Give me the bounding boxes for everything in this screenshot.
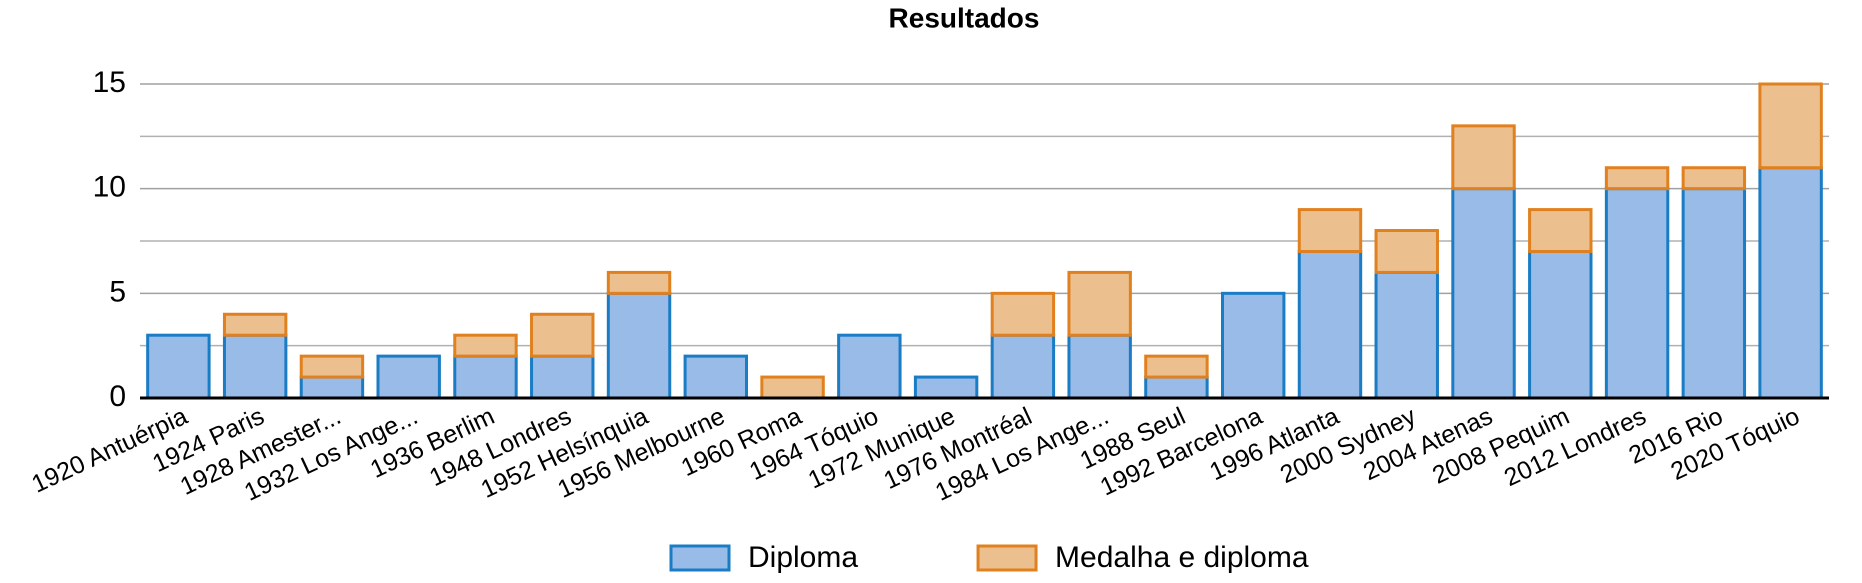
bar-segment <box>1528 208 1593 253</box>
bar-segment <box>1451 187 1516 400</box>
bar-segment <box>990 291 1056 337</box>
legend-label: Diploma <box>748 541 858 574</box>
bar-segment <box>1451 124 1516 191</box>
legend-swatch <box>669 544 731 572</box>
bar-segment <box>1758 166 1823 400</box>
y-tick-label: 0 <box>109 380 126 413</box>
bar-segment <box>1297 249 1363 400</box>
bar-segment <box>1604 166 1670 191</box>
bar-segment <box>913 375 979 400</box>
bar-segment <box>222 333 288 400</box>
y-tick-label: 5 <box>109 275 126 308</box>
bar-segment <box>1374 270 1439 400</box>
bar-segment <box>530 312 595 358</box>
bar-segment <box>146 333 211 400</box>
bar-segment <box>453 333 518 358</box>
bar-segment <box>1067 333 1132 400</box>
bar-segment <box>606 291 672 400</box>
legend-label: Medalha e diploma <box>1055 541 1309 574</box>
bar-segment <box>760 375 825 400</box>
bar-segment <box>990 333 1056 400</box>
bar-segment <box>1144 354 1209 379</box>
bar-segment <box>1220 291 1286 400</box>
bar-segment <box>1297 208 1363 253</box>
bar-segment <box>837 333 902 400</box>
bar-segment <box>530 354 595 400</box>
bar-segment <box>1374 229 1439 274</box>
legend-swatch <box>976 544 1038 572</box>
y-tick-label: 15 <box>93 66 126 99</box>
y-tick-label: 10 <box>93 171 126 204</box>
bar-segment <box>1758 82 1823 170</box>
bar-segment <box>1604 187 1670 400</box>
bar-segment <box>1681 187 1747 400</box>
chart-title: Resultados <box>889 2 1040 33</box>
bar-segment <box>299 375 365 400</box>
bar-segment <box>1528 249 1593 400</box>
bar-segment <box>299 354 365 379</box>
bar-segment <box>376 354 441 400</box>
bar-segment <box>1144 375 1209 400</box>
bar-segment <box>453 354 518 400</box>
bar-segment <box>222 312 288 337</box>
bar-segment <box>1067 270 1132 337</box>
bar-segment <box>683 354 749 400</box>
bar-segment <box>606 270 672 295</box>
bar-segment <box>1681 166 1747 191</box>
